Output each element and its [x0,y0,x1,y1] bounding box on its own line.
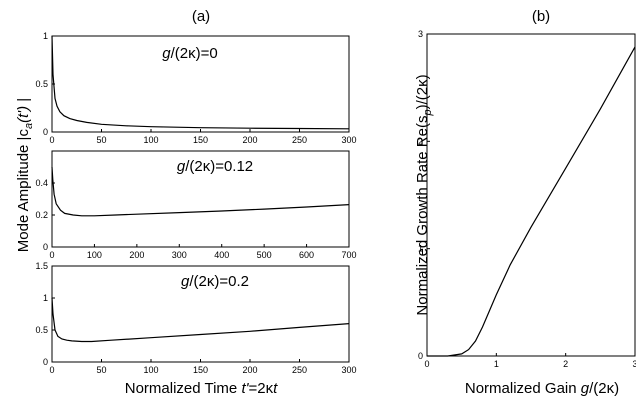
panel-b-ylabel: Normalized Growth Rate Re(sp)/(2κ) [414,74,434,315]
panel-b-letter: (b) [532,8,550,25]
panel-a-xlabel: Normalized Time t'=2κt [125,380,278,397]
x-tick-label: 150 [193,365,208,375]
panel-a-ylabel: Mode Amplitude |ca(t') | [15,98,35,252]
panel-annotation: g/(2κ)=0.2 [181,273,249,290]
y-tick-label: 0.5 [35,325,48,335]
y-tick-label: 1 [43,31,48,41]
series-line [427,46,636,357]
panel-annotation: g/(2κ)=0.12 [177,158,253,175]
series-line [51,35,350,130]
x-tick-label: 150 [193,135,208,145]
x-tick-label: 50 [96,135,106,145]
plot-frame [426,33,636,357]
x-tick-label: 300 [172,250,187,260]
x-tick-label: 0 [424,359,429,369]
x-tick-label: 0 [49,250,54,260]
panel-a-letter: (a) [192,8,210,25]
x-tick-label: 250 [292,135,307,145]
x-tick-label: 700 [341,250,356,260]
plot-frame [51,150,350,248]
series-line [51,166,350,217]
x-tick-label: 200 [242,365,257,375]
y-tick-label: 2 [418,136,423,146]
x-tick-label: 100 [143,365,158,375]
x-tick-label: 1 [494,359,499,369]
x-tick-label: 2 [563,359,568,369]
y-tick-label: 3 [418,29,423,39]
x-tick-label: 400 [214,250,229,260]
x-tick-label: 3 [632,359,636,369]
y-tick-label: 1.5 [35,261,48,271]
x-tick-label: 50 [96,365,106,375]
y-tick-label: 0.2 [35,210,48,220]
y-tick-label: 1 [43,293,48,303]
series-line [51,297,350,343]
x-tick-label: 300 [341,365,356,375]
x-tick-label: 100 [87,250,102,260]
x-tick-label: 200 [242,135,257,145]
x-tick-label: 0 [49,365,54,375]
x-tick-label: 200 [129,250,144,260]
panel-annotation: g/(2κ)=0 [162,45,217,62]
panel-b-xlabel: Normalized Gain g/(2κ) [465,380,619,397]
y-tick-label: 0.4 [35,178,48,188]
y-tick-label: 0 [43,127,48,137]
annotation-var: g [181,273,190,290]
y-tick-label: 0 [43,357,48,367]
x-tick-label: 0 [49,135,54,145]
x-tick-label: 500 [257,250,272,260]
y-tick-label: 0.5 [35,79,48,89]
annotation-value: /(2κ)=0 [171,45,218,62]
x-tick-label: 300 [341,135,356,145]
annotation-value: /(2κ)=0.12 [185,158,253,175]
annotation-var: g [177,158,186,175]
y-tick-label: 0 [418,351,423,361]
x-tick-label: 250 [292,365,307,375]
y-tick-label: 1 [418,244,423,254]
x-tick-label: 600 [299,250,314,260]
x-tick-label: 100 [143,135,158,145]
annotation-var: g [162,45,171,62]
y-tick-label: 0 [43,242,48,252]
annotation-value: /(2κ)=0.2 [189,273,249,290]
